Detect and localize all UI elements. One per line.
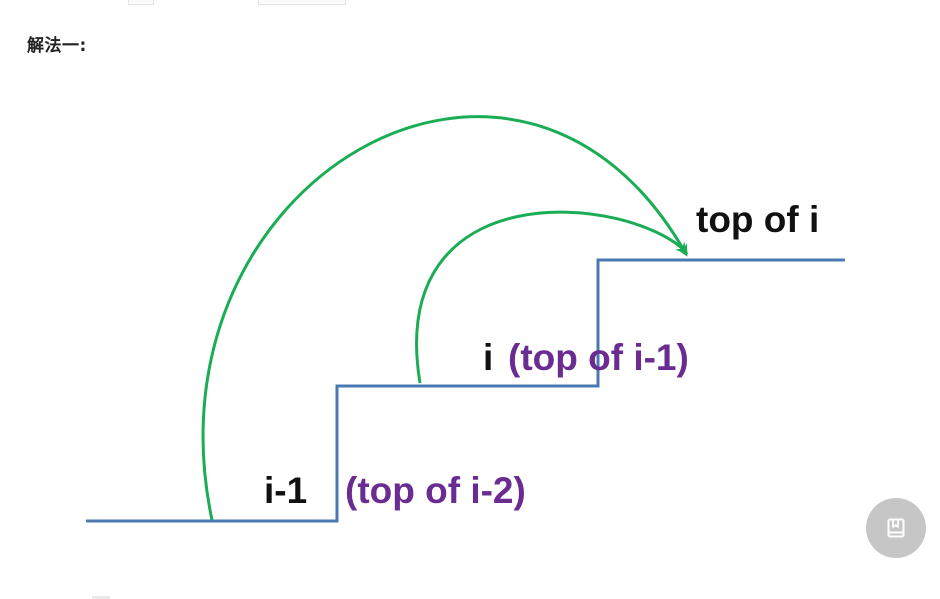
top-toolbar-strip [0,0,940,6]
label-i: i [483,337,493,378]
book-icon [887,518,905,538]
bottom-edge-mark [92,596,110,599]
arrow-from-i [415,210,689,384]
reader-mode-button[interactable] [866,498,926,558]
staircase-line [86,258,845,523]
label-i-minus-1: i-1 [264,470,307,511]
toolbar-tab[interactable] [128,0,154,5]
section-heading: 解法一: [27,36,87,56]
toolbar-tab[interactable] [258,0,346,5]
label-top-of-i-minus-1: (top of i-1) [508,337,689,378]
label-top-of-i-minus-2: (top of i-2) [345,470,526,511]
label-top-of-i: top of i [696,199,819,240]
arrow-from-i-minus-1 [201,115,688,521]
